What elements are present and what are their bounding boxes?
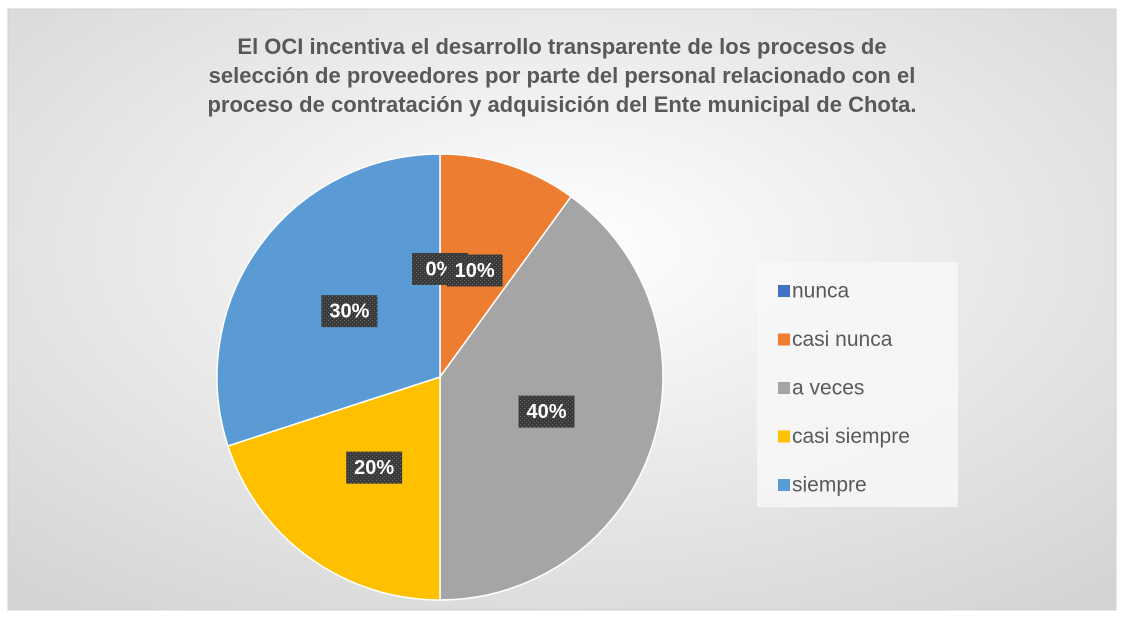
data-label-box bbox=[446, 254, 503, 287]
title-line: proceso de contratación y adquisición de… bbox=[207, 92, 916, 117]
data-label: 10% bbox=[455, 260, 495, 282]
data-label-box bbox=[346, 451, 403, 484]
data-label: 30% bbox=[329, 300, 369, 322]
chart-title: El OCI incentiva el desarrollo transpare… bbox=[207, 34, 916, 117]
pie-slice bbox=[439, 153, 573, 380]
data-label: 20% bbox=[354, 457, 394, 479]
legend-label: nunca bbox=[792, 280, 850, 303]
legend-swatch bbox=[778, 382, 790, 394]
legend-label: siempre bbox=[792, 474, 867, 497]
legend-box bbox=[757, 262, 958, 507]
legend-swatch bbox=[778, 285, 790, 297]
title-line: El OCI incentiva el desarrollo transpare… bbox=[237, 34, 886, 59]
legend-swatch bbox=[778, 430, 790, 443]
pie-slice bbox=[226, 375, 441, 601]
title-line: selección de proveedores por parte del p… bbox=[209, 63, 916, 88]
legend-swatch bbox=[778, 333, 790, 346]
legend-label: a veces bbox=[792, 377, 864, 400]
data-label-box bbox=[518, 395, 575, 428]
data-label: 40% bbox=[527, 401, 567, 423]
legend-label: casi nunca bbox=[792, 328, 893, 351]
legend-label: casi siempre bbox=[792, 425, 910, 448]
data-label-box bbox=[321, 295, 378, 328]
legend-swatch bbox=[778, 479, 790, 491]
